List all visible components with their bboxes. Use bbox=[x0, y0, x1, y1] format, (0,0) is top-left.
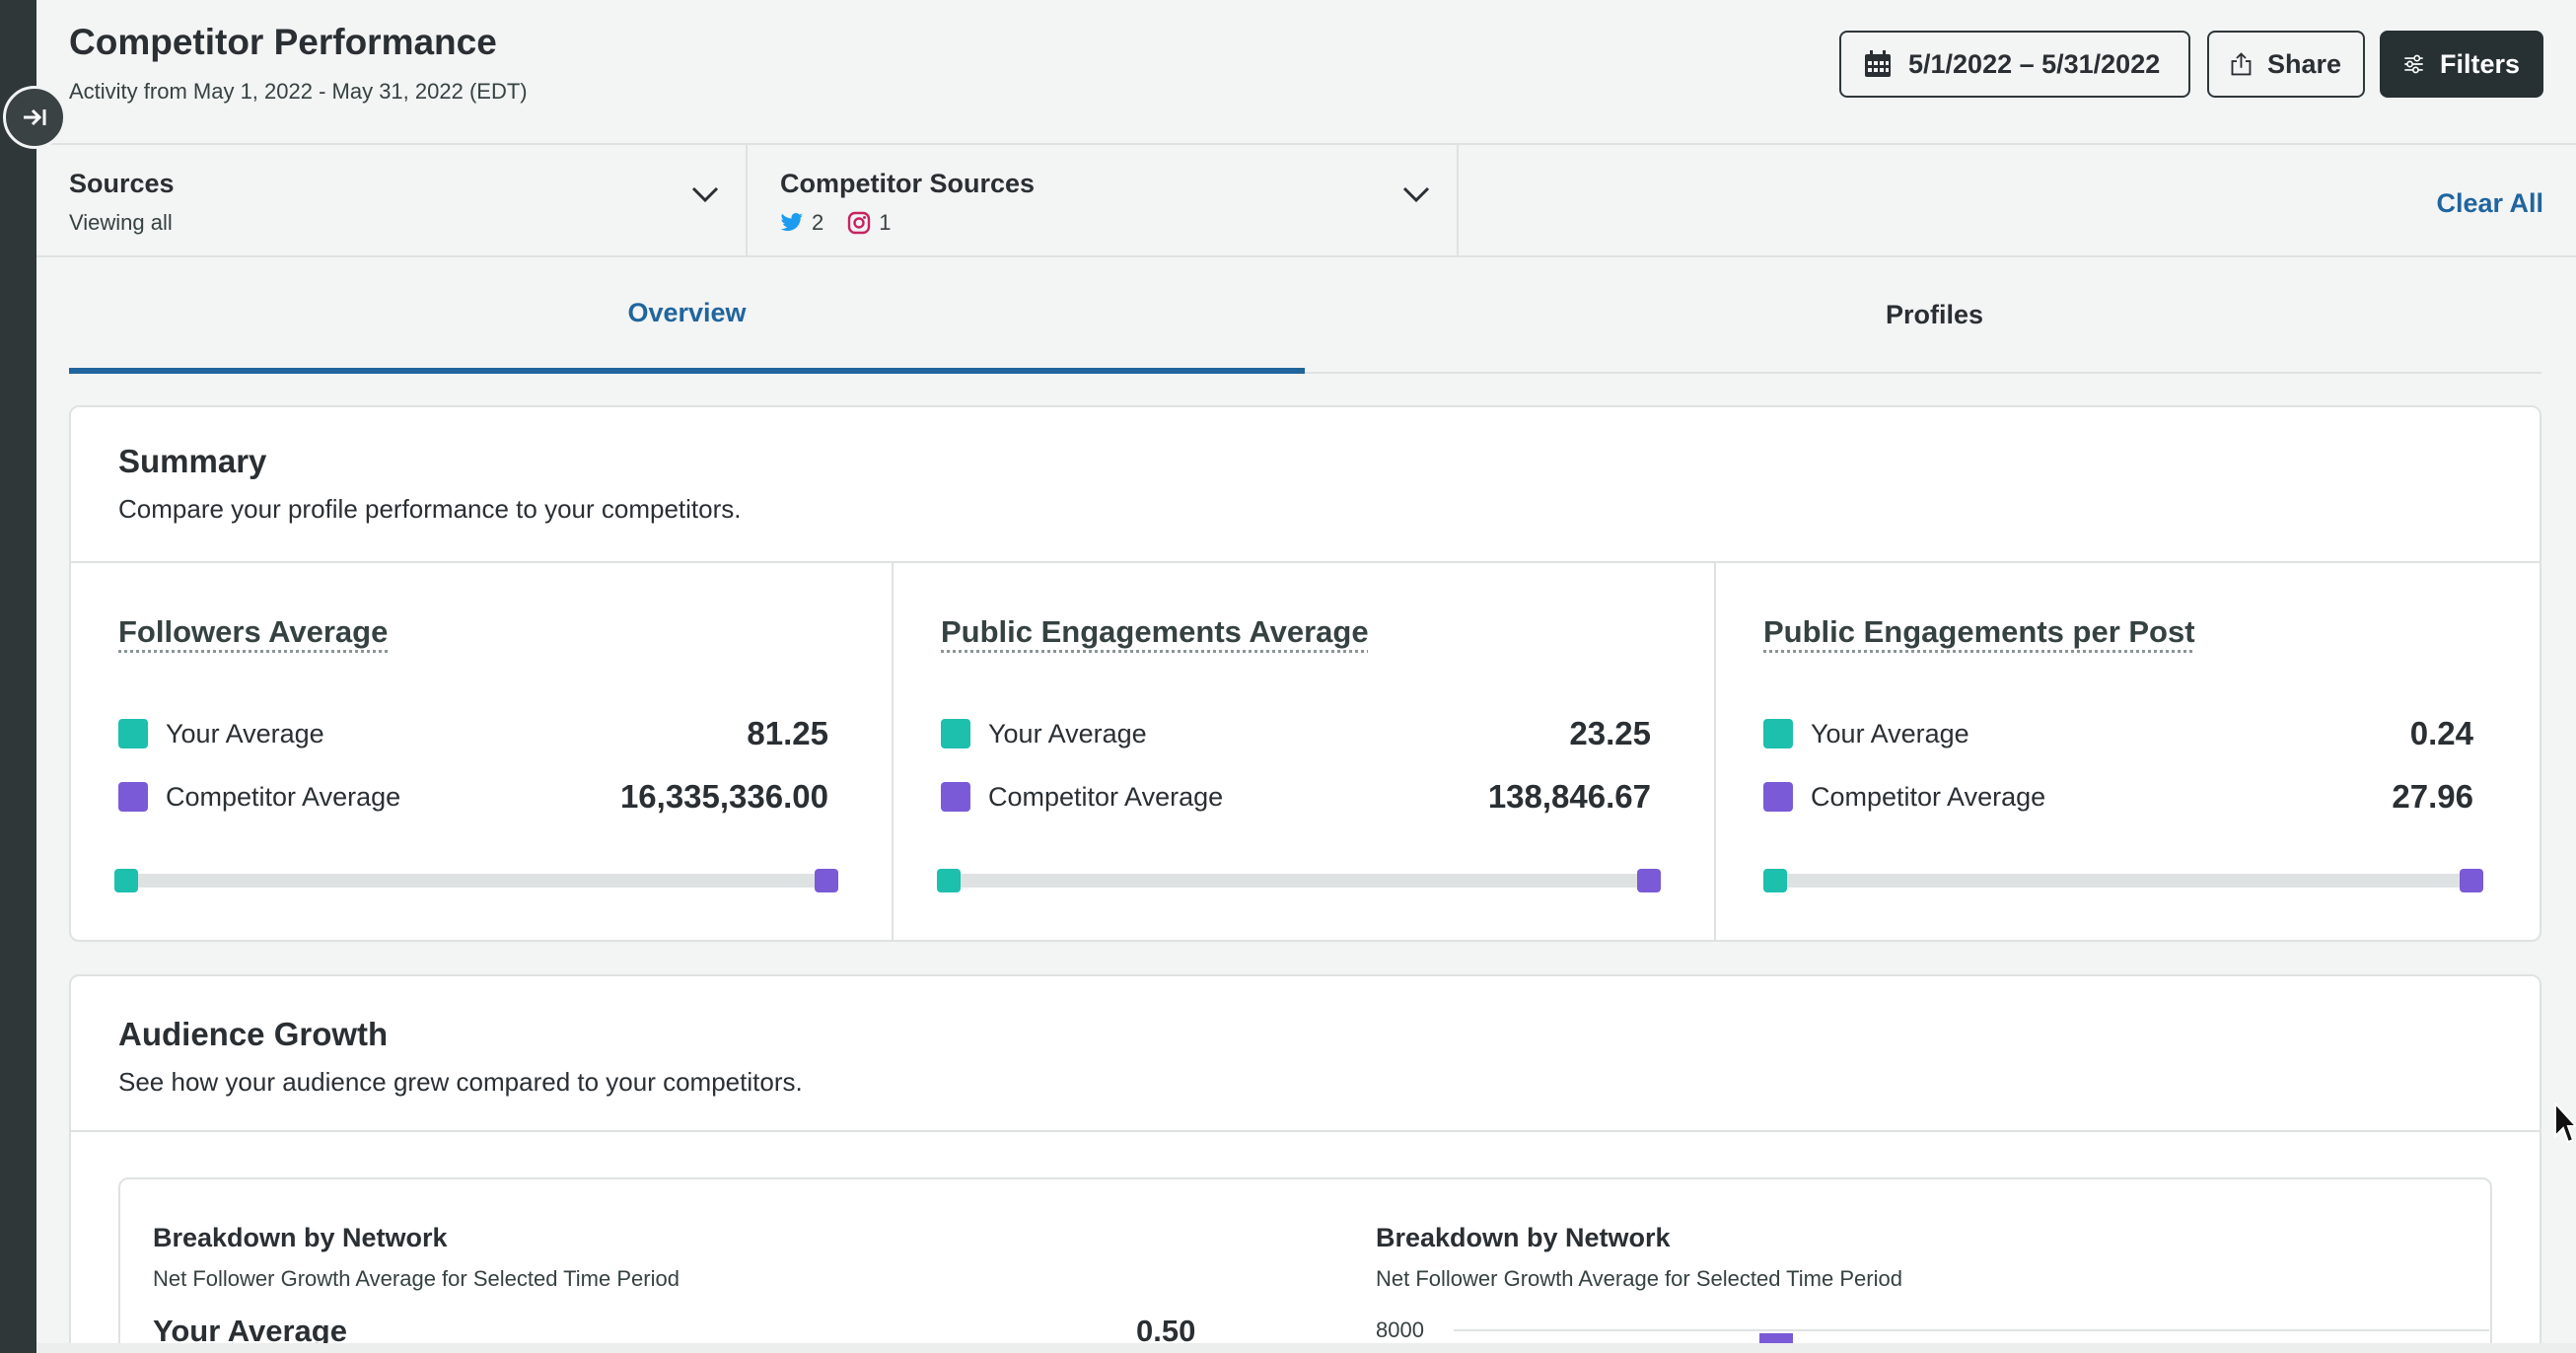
competitor-sources-label: Competitor Sources bbox=[780, 169, 1036, 198]
summary-description: Compare your profile performance to your… bbox=[118, 494, 742, 524]
your-average-swatch bbox=[118, 719, 148, 748]
breakdown-panel: Breakdown by Network Net Follower Growth… bbox=[118, 1177, 2492, 1353]
instagram-icon bbox=[848, 211, 871, 235]
sliders-icon bbox=[2404, 54, 2423, 74]
chevron-down-icon bbox=[1402, 186, 1430, 203]
share-icon bbox=[2231, 52, 2252, 76]
your-average-label: Your Average bbox=[153, 1314, 347, 1348]
your-average-value: 23.25 bbox=[1569, 715, 1651, 751]
your-average-label: Your Average bbox=[1811, 718, 1969, 748]
filters-button[interactable]: Filters bbox=[2380, 31, 2543, 98]
page-header: Competitor Performance Activity from May… bbox=[36, 0, 2576, 143]
metric-title[interactable]: Followers Average bbox=[118, 614, 389, 649]
competitor-average-row: Competitor Average 16,335,336.00 bbox=[118, 778, 828, 816]
competitor-average-label: Competitor Average bbox=[166, 781, 401, 812]
filters-label: Filters bbox=[2439, 48, 2520, 79]
gridline bbox=[1454, 1329, 2489, 1331]
your-average-marker bbox=[1763, 869, 1787, 892]
left-rail bbox=[0, 0, 36, 1353]
your-average-value: 81.25 bbox=[747, 715, 828, 751]
metric-followers-average: Followers Average Your Average 81.25 Com… bbox=[71, 563, 894, 940]
your-average-value: 0.24 bbox=[2409, 715, 2473, 751]
breakdown-subtitle: Net Follower Growth Average for Selected… bbox=[1376, 1266, 1902, 1291]
competitor-sources-dropdown[interactable]: Competitor Sources 2 1 bbox=[748, 145, 1459, 257]
comparison-bar bbox=[114, 869, 838, 892]
your-average-marker bbox=[114, 869, 138, 892]
comparison-bar bbox=[937, 869, 1661, 892]
competitor-average-label: Competitor Average bbox=[1811, 781, 2046, 812]
competitor-average-row: Competitor Average 138,846.67 bbox=[941, 778, 1651, 816]
divider bbox=[71, 1130, 2540, 1132]
expand-arrow-icon bbox=[24, 108, 46, 126]
sources-dropdown[interactable]: Sources Viewing all bbox=[36, 145, 748, 257]
instagram-count: 1 bbox=[879, 210, 892, 235]
competitor-average-swatch bbox=[118, 782, 148, 812]
comparison-bar bbox=[1763, 869, 2483, 892]
competitor-average-value: 27.96 bbox=[2392, 778, 2473, 815]
metric-title[interactable]: Public Engagements per Post bbox=[1763, 614, 2195, 649]
date-range-label: 5/1/2022 – 5/31/2022 bbox=[1908, 48, 2161, 79]
your-average-label: Your Average bbox=[166, 718, 324, 748]
filter-bar: Sources Viewing all Competitor Sources 2… bbox=[36, 143, 2576, 257]
your-average-marker bbox=[937, 869, 961, 892]
competitor-sources-networks: 2 1 bbox=[780, 210, 915, 236]
audience-growth-title: Audience Growth bbox=[118, 1016, 389, 1052]
competitor-average-value: 16,335,336.00 bbox=[619, 778, 828, 815]
twitter-icon bbox=[780, 213, 803, 232]
breakdown-subtitle: Net Follower Growth Average for Selected… bbox=[153, 1266, 680, 1291]
y-axis-tick-label: 8000 bbox=[1376, 1317, 1424, 1342]
competitor-average-row: Competitor Average 27.96 bbox=[1763, 778, 2473, 816]
competitor-average-marker bbox=[2460, 869, 2483, 892]
date-range-button[interactable]: 5/1/2022 – 5/31/2022 bbox=[1839, 31, 2190, 98]
sources-value: Viewing all bbox=[69, 210, 173, 235]
your-average-swatch bbox=[1763, 719, 1793, 748]
sources-label: Sources bbox=[69, 169, 175, 198]
page-bottom-edge bbox=[36, 1343, 2576, 1353]
competitor-average-marker bbox=[1637, 869, 1661, 892]
your-average-value: 0.50 bbox=[1136, 1314, 1196, 1348]
tab-bar: Overview Profiles bbox=[69, 257, 2541, 374]
page-subtitle: Activity from May 1, 2022 - May 31, 2022… bbox=[69, 79, 528, 104]
calendar-icon bbox=[1865, 50, 1891, 77]
competitor-average-value: 138,846.67 bbox=[1487, 778, 1651, 815]
clear-all-link[interactable]: Clear All bbox=[2436, 188, 2543, 218]
tab-profiles[interactable]: Profiles bbox=[1885, 299, 1984, 329]
metric-public-engagements-per-post: Public Engagements per Post Your Average… bbox=[1716, 563, 2539, 940]
your-average-label: Your Average bbox=[988, 718, 1147, 748]
summary-title: Summary bbox=[118, 443, 267, 479]
metric-public-engagements-average: Public Engagements Average Your Average … bbox=[894, 563, 1716, 940]
competitor-average-marker bbox=[815, 869, 838, 892]
breakdown-title: Breakdown by Network bbox=[153, 1223, 448, 1252]
divider bbox=[71, 561, 2540, 563]
expand-sidebar-button[interactable] bbox=[3, 86, 66, 149]
breakdown-title: Breakdown by Network bbox=[1376, 1223, 1671, 1252]
your-average-swatch bbox=[941, 719, 970, 748]
twitter-count: 2 bbox=[812, 210, 824, 235]
your-average-row: Your Average 81.25 bbox=[118, 715, 828, 752]
share-label: Share bbox=[2266, 48, 2341, 79]
competitor-average-label: Competitor Average bbox=[988, 781, 1224, 812]
mouse-pointer-icon bbox=[2554, 1103, 2576, 1144]
audience-growth-description: See how your audience grew compared to y… bbox=[118, 1067, 803, 1097]
summary-card: Summary Compare your profile performance… bbox=[69, 405, 2541, 942]
competitor-average-swatch bbox=[941, 782, 970, 812]
competitor-average-swatch bbox=[1763, 782, 1793, 812]
audience-growth-card: Audience Growth See how your audience gr… bbox=[69, 974, 2541, 1353]
page-title: Competitor Performance bbox=[69, 22, 497, 62]
metric-title[interactable]: Public Engagements Average bbox=[941, 614, 1369, 649]
tab-overview[interactable]: Overview bbox=[69, 257, 1305, 374]
share-button[interactable]: Share bbox=[2207, 31, 2365, 98]
chevron-down-icon bbox=[691, 186, 719, 203]
your-average-row: Your Average 23.25 bbox=[941, 715, 1651, 752]
your-average-row: Your Average 0.24 bbox=[1763, 715, 2473, 752]
